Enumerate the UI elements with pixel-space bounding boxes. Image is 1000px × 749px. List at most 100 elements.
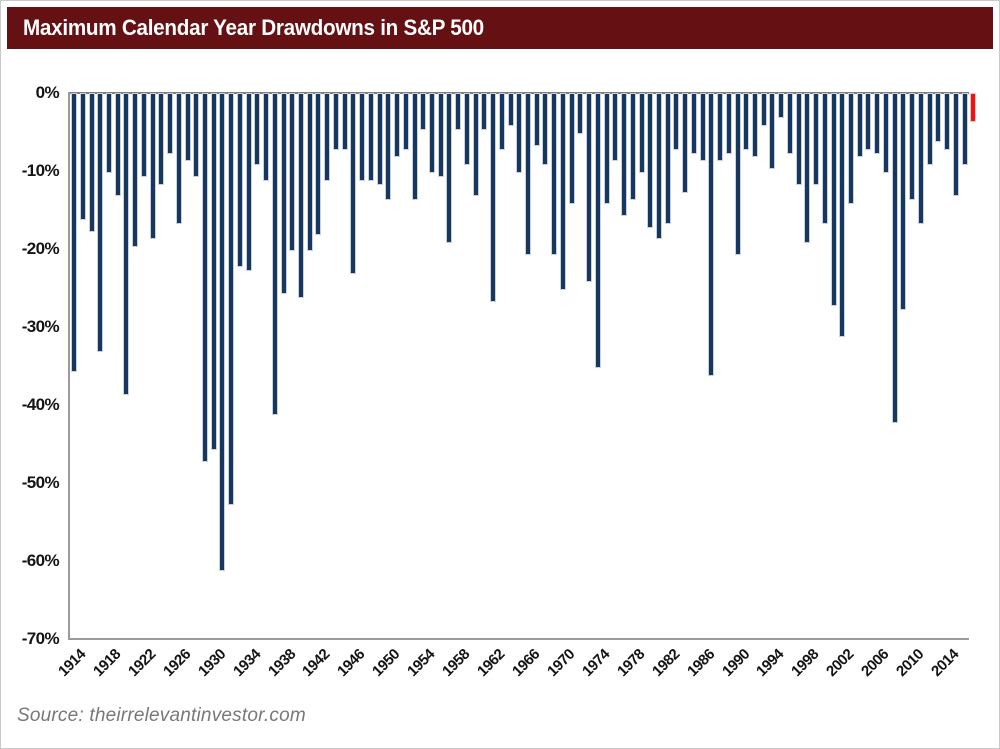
bar-1954 [421, 94, 426, 130]
x-tick-label-1974: 1974 [578, 645, 613, 680]
bar-1957 [447, 94, 452, 243]
bar-1970 [560, 94, 565, 289]
y-axis-line [68, 92, 70, 640]
bar-1947 [360, 94, 365, 180]
chart-title: Maximum Calendar Year Drawdowns in S&P 5… [22, 15, 484, 40]
zero-percent-axis-line [68, 92, 969, 94]
bar-1920 [124, 94, 129, 395]
bar-2008 [892, 94, 897, 422]
bar-2014 [945, 94, 949, 149]
bar-1945 [342, 94, 347, 149]
bar-1985 [691, 94, 696, 153]
y-tick-label--30: -30% [21, 317, 60, 336]
x-tick-label-1950: 1950 [369, 645, 404, 680]
bar-1921 [133, 94, 138, 247]
bar-1996 [787, 94, 792, 153]
bar-2007 [883, 94, 888, 172]
bar-1931 [220, 94, 225, 570]
bar-1978 [630, 94, 635, 200]
bar-1955 [429, 94, 434, 172]
bar-2016 [962, 94, 967, 165]
bar-1917 [98, 94, 103, 352]
bar-1993 [761, 94, 766, 126]
x-tick-label-2006: 2006 [858, 645, 893, 680]
x-tick-label-1958: 1958 [439, 645, 474, 680]
bar-1960 [473, 94, 478, 196]
bar-2009 [901, 94, 906, 309]
bar-1999 [814, 94, 819, 184]
x-tick-label-1994: 1994 [753, 645, 788, 680]
bar-1987 [709, 94, 714, 375]
y-tick-label--50: -50% [21, 473, 60, 492]
bar-1953 [412, 94, 417, 200]
bar-1958 [456, 94, 461, 130]
bar-1943 [325, 94, 330, 180]
bar-1994 [770, 94, 775, 169]
bar-1983 [674, 94, 679, 149]
bar-2005 [866, 94, 871, 149]
bar-1976 [613, 94, 618, 161]
x-tick-label-2014: 2014 [928, 645, 963, 680]
bar-2000 [822, 94, 827, 223]
bar-1981 [656, 94, 661, 239]
bar-1952 [403, 94, 408, 149]
title-bar: Maximum Calendar Year Drawdowns in S&P 5… [7, 7, 993, 49]
bar-1968 [543, 94, 548, 165]
bar-1938 [281, 94, 286, 293]
bar-2006 [875, 94, 880, 153]
x-tick-label-1946: 1946 [334, 645, 369, 680]
x-tick-label-1962: 1962 [474, 645, 509, 680]
bar-1973 [587, 94, 592, 282]
bar-1914 [72, 94, 76, 371]
bar-1927 [185, 94, 190, 161]
x-tick-label-1966: 1966 [509, 645, 544, 680]
bar-1961 [482, 94, 487, 130]
x-tick-label-1978: 1978 [613, 645, 648, 680]
bar-1997 [796, 94, 801, 184]
bar-2012 [927, 94, 932, 165]
x-tick-label-1982: 1982 [648, 645, 683, 680]
bar-2015 [953, 94, 958, 196]
bar-1988 [718, 94, 722, 161]
bar-1963 [499, 94, 504, 149]
bar-1925 [168, 94, 172, 153]
x-tick-label-2002: 2002 [823, 645, 858, 680]
y-tick-label--40: -40% [21, 395, 60, 414]
x-tick-label-1914: 1914 [55, 645, 90, 680]
bar-1926 [176, 94, 181, 223]
bar-1990 [735, 94, 740, 254]
bar-2011 [918, 94, 923, 223]
bar-1934 [246, 94, 251, 270]
bar-1979 [639, 94, 644, 172]
bar-1965 [517, 94, 522, 172]
x-tick-label-1918: 1918 [89, 645, 124, 680]
bar-1991 [744, 94, 749, 149]
bar-1936 [264, 94, 269, 180]
x-tick-label-1930: 1930 [194, 645, 229, 680]
x-tick-label-2010: 2010 [893, 645, 928, 680]
bar-2001 [831, 94, 836, 305]
y-tick-label--70: -70% [21, 629, 60, 648]
x-tick-label-1954: 1954 [404, 645, 439, 680]
bar-1974 [595, 94, 600, 367]
x-tick-label-1998: 1998 [788, 645, 823, 680]
bar-1950 [386, 94, 391, 200]
bar-1924 [159, 94, 164, 184]
bar-2002 [840, 94, 845, 336]
bar-1946 [351, 94, 356, 274]
bar-1962 [491, 94, 495, 301]
bar-1959 [464, 94, 469, 165]
bar-1932 [229, 94, 234, 504]
bar-1998 [805, 94, 810, 243]
x-tick-label-1990: 1990 [718, 645, 753, 680]
bar-1971 [569, 94, 574, 204]
bar-1944 [333, 94, 338, 149]
bar-1928 [194, 94, 199, 176]
bar-1933 [237, 94, 242, 266]
y-tick-label--60: -60% [21, 551, 60, 570]
bar-1964 [508, 94, 513, 126]
bar-2003 [849, 94, 853, 204]
bar-1969 [552, 94, 557, 254]
bar-1986 [700, 94, 705, 161]
